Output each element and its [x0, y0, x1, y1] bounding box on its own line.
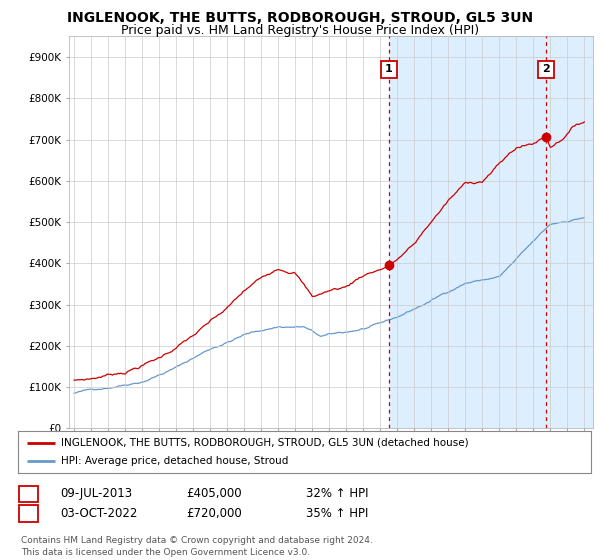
Text: £720,000: £720,000 [186, 507, 242, 520]
Text: INGLENOOK, THE BUTTS, RODBOROUGH, STROUD, GL5 3UN: INGLENOOK, THE BUTTS, RODBOROUGH, STROUD… [67, 11, 533, 25]
Text: 1: 1 [25, 487, 33, 501]
Text: 32% ↑ HPI: 32% ↑ HPI [306, 487, 368, 501]
Text: HPI: Average price, detached house, Stroud: HPI: Average price, detached house, Stro… [61, 456, 289, 466]
Text: 1: 1 [385, 64, 393, 74]
Text: INGLENOOK, THE BUTTS, RODBOROUGH, STROUD, GL5 3UN (detached house): INGLENOOK, THE BUTTS, RODBOROUGH, STROUD… [61, 438, 469, 448]
Text: Contains HM Land Registry data © Crown copyright and database right 2024.
This d: Contains HM Land Registry data © Crown c… [21, 536, 373, 557]
Bar [389, 36, 593, 428]
Text: £405,000: £405,000 [186, 487, 242, 501]
Text: Price paid vs. HM Land Registry's House Price Index (HPI): Price paid vs. HM Land Registry's House … [121, 24, 479, 37]
Text: 09-JUL-2013: 09-JUL-2013 [60, 487, 132, 501]
Text: 2: 2 [542, 64, 550, 74]
Text: 35% ↑ HPI: 35% ↑ HPI [306, 507, 368, 520]
Text: 03-OCT-2022: 03-OCT-2022 [60, 507, 137, 520]
Text: 2: 2 [25, 507, 33, 520]
